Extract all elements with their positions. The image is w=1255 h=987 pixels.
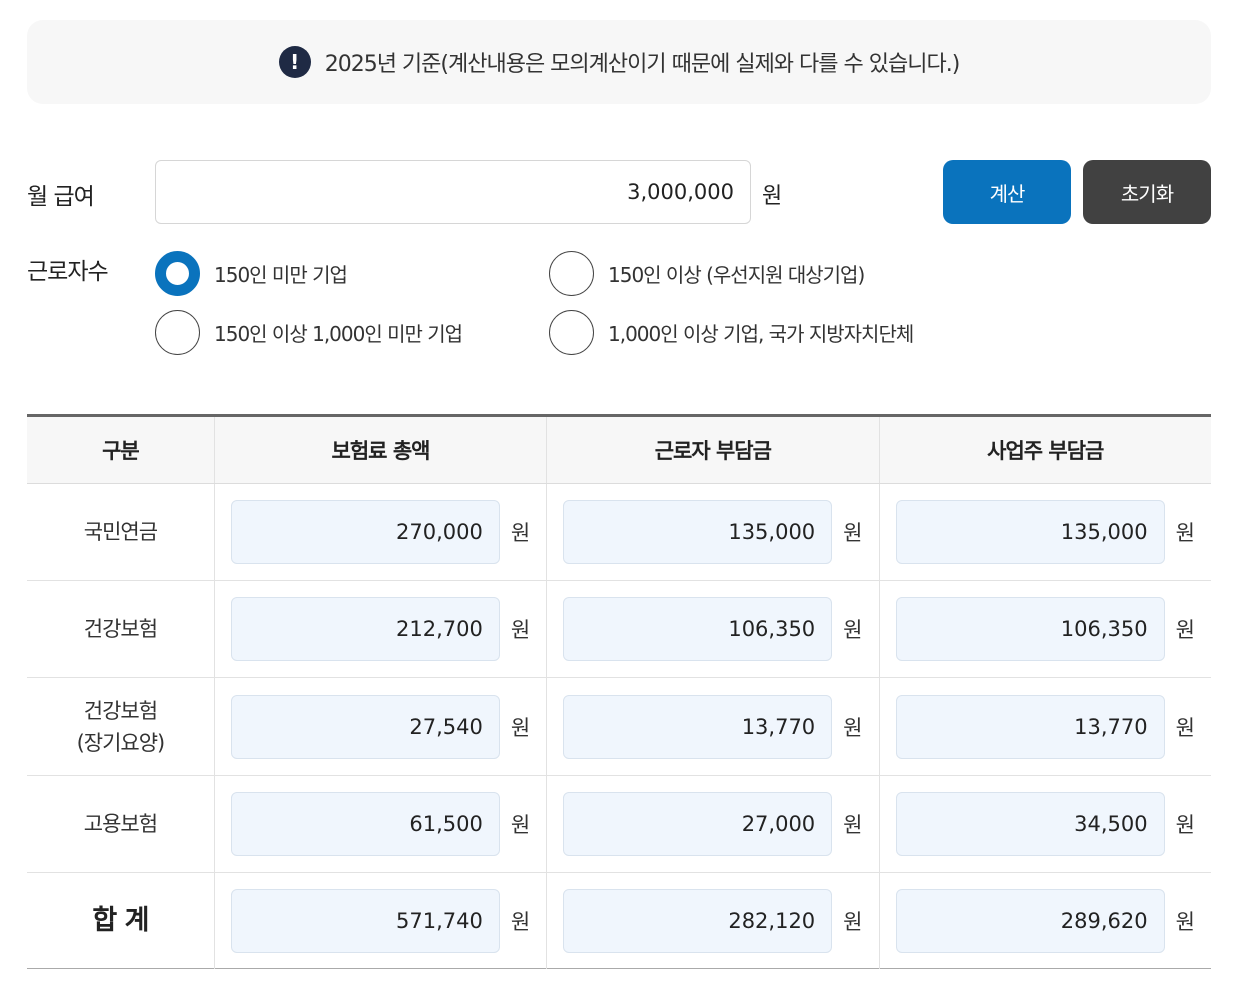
table-header-row: 구분 보험료 총액 근로자 부담금 사업주 부담금 <box>27 415 1211 484</box>
header-category: 구분 <box>27 415 215 484</box>
table-row-long-term-care: 건강보험 (장기요양) 27,540 원 13,770 원 13,770 원 <box>27 677 1211 776</box>
reset-button[interactable]: 초기화 <box>1083 160 1211 224</box>
unit: 원 <box>510 618 531 642</box>
employer-value: 135,000 <box>895 500 1165 564</box>
total-value: 270,000 <box>230 500 500 564</box>
employer-value: 106,350 <box>895 597 1165 661</box>
unit: 원 <box>1175 715 1195 740</box>
radio-label: 1,000인 이상 기업, 국가 지방자치단체 <box>608 322 914 346</box>
worker-value: 106,350 <box>563 597 833 661</box>
unit: 원 <box>510 521 531 545</box>
worker-value: 135,000 <box>563 500 833 564</box>
total-value: 27,540 <box>230 694 500 759</box>
total-value: 212,700 <box>230 597 500 661</box>
radio-button[interactable] <box>155 310 200 355</box>
radio-button-checked[interactable] <box>155 251 200 296</box>
calculate-button[interactable]: 계산 <box>943 160 1071 224</box>
unit: 원 <box>1175 618 1195 642</box>
unit: 원 <box>510 813 531 837</box>
notice-text: 2025년 기준(계산내용은 모의계산이기 때문에 실제와 다를 수 있습니다.… <box>324 52 961 77</box>
radio-button[interactable] <box>549 251 594 296</box>
unit: 원 <box>843 715 863 740</box>
employer-value: 289,620 <box>895 888 1165 953</box>
insurance-table: 구분 보험료 총액 근로자 부담금 사업주 부담금 국민연금 270,000 원 … <box>27 414 1211 969</box>
unit: 원 <box>1175 521 1195 545</box>
radio-button[interactable] <box>549 310 594 355</box>
worker-value: 13,770 <box>563 694 833 759</box>
worker-value: 282,120 <box>563 888 833 953</box>
radio-label: 150인 이상 (우선지원 대상기업) <box>608 263 865 287</box>
total-value: 61,500 <box>230 792 500 856</box>
notice-banner: ! 2025년 기준(계산내용은 모의계산이기 때문에 실제와 다를 수 있습니… <box>27 20 1211 104</box>
unit: 원 <box>843 909 863 934</box>
radio-option-150-priority[interactable]: 150인 이상 (우선지원 대상기업) <box>549 251 865 296</box>
unit: 원 <box>510 909 531 934</box>
employer-value: 34,500 <box>895 792 1165 856</box>
row-category: 국민연금 <box>27 483 215 581</box>
unit: 원 <box>843 813 863 837</box>
salary-label: 월 급여 <box>27 184 95 210</box>
salary-unit: 원 <box>762 184 783 209</box>
exclamation-icon: ! <box>278 46 311 78</box>
row-category: 건강보험 <box>27 580 215 678</box>
workers-label: 근로자수 <box>27 259 109 285</box>
total-value: 571,740 <box>230 888 500 953</box>
unit: 원 <box>510 715 531 740</box>
header-employer: 사업주 부담금 <box>878 415 1211 484</box>
radio-option-1000-plus[interactable]: 1,000인 이상 기업, 국가 지방자치단체 <box>549 310 914 355</box>
row-category-total: 합 계 <box>92 904 149 936</box>
table-row-total: 합 계 571,740 원 282,120 원 289,620 원 <box>27 872 1211 969</box>
radio-label: 150인 이상 1,000인 미만 기업 <box>214 322 463 346</box>
header-worker: 근로자 부담금 <box>546 415 879 484</box>
row-category: 고용보험 <box>27 775 215 873</box>
unit: 원 <box>1175 909 1195 934</box>
unit: 원 <box>843 618 863 642</box>
unit: 원 <box>1175 813 1195 837</box>
unit: 원 <box>843 521 863 545</box>
radio-option-150-to-1000[interactable]: 150인 이상 1,000인 미만 기업 <box>155 310 463 355</box>
salary-input[interactable] <box>155 160 751 224</box>
radio-option-under-150[interactable]: 150인 미만 기업 <box>155 251 348 296</box>
table-row-national-pension: 국민연금 270,000 원 135,000 원 135,000 원 <box>27 483 1211 581</box>
table-row-health-insurance: 건강보험 212,700 원 106,350 원 106,350 원 <box>27 580 1211 678</box>
radio-label: 150인 미만 기업 <box>214 263 348 287</box>
worker-value: 27,000 <box>563 792 833 856</box>
header-total: 보험료 총액 <box>213 415 547 484</box>
row-category: 건강보험 (장기요양) <box>27 677 215 776</box>
table-row-employment-insurance: 고용보험 61,500 원 27,000 원 34,500 원 <box>27 775 1211 873</box>
employer-value: 13,770 <box>895 694 1165 759</box>
